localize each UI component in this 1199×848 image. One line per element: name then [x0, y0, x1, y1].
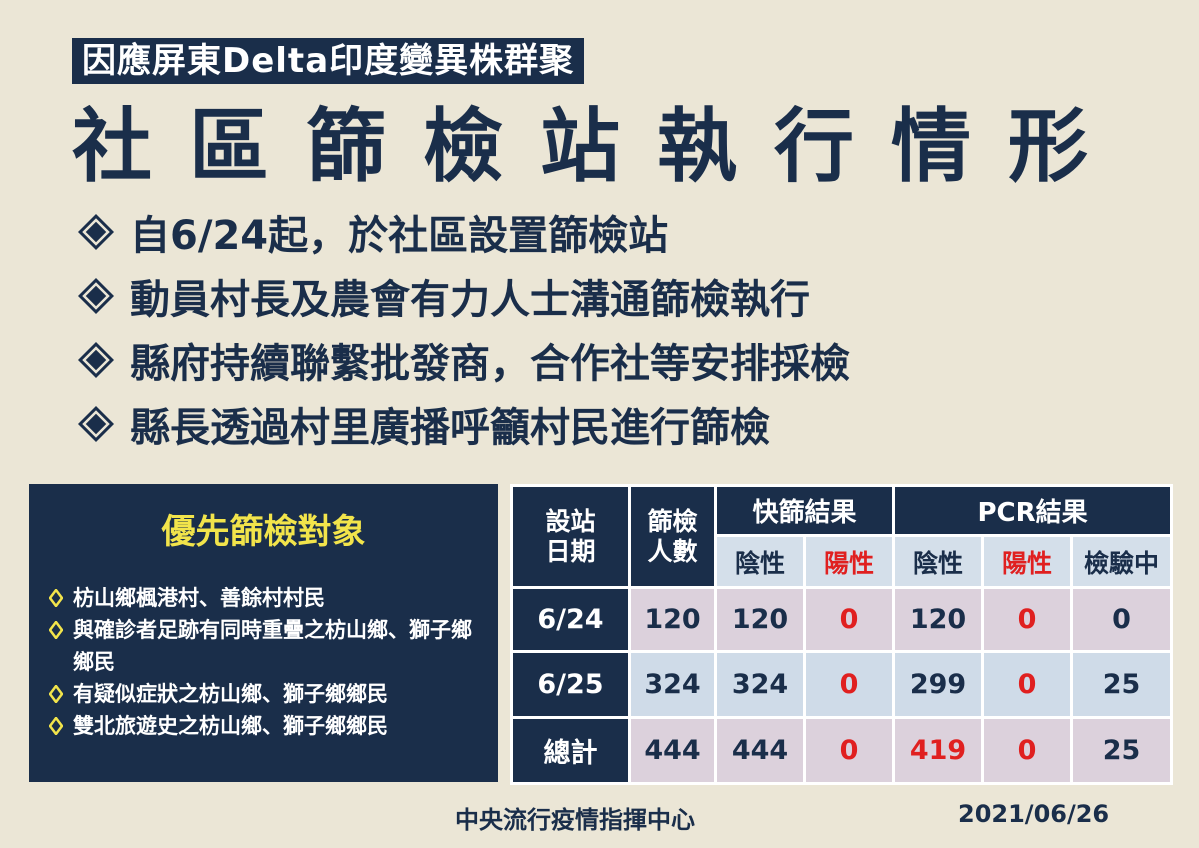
priority-item: 雙北旅遊史之枋山鄉、獅子鄉鄉民 — [49, 710, 489, 742]
header-rapid-positive: 陽性 — [802, 534, 896, 589]
row-pcr-pending: 25 — [1070, 650, 1174, 719]
row-pcr-positive: 0 — [981, 716, 1074, 785]
footer-organization: 中央流行疫情指揮中心 — [455, 806, 695, 834]
row-date: 6/24 — [510, 586, 631, 653]
row-pcr-pending: 0 — [1070, 586, 1174, 653]
priority-item-text: 有疑似症狀之枋山鄉、獅子鄉鄉民 — [73, 682, 388, 706]
bullet-item: 縣府持續聯繫批發商，合作社等安排採檢 — [76, 328, 850, 392]
row-pcr-positive: 0 — [981, 586, 1074, 653]
row-rapid-positive: 0 — [802, 650, 896, 719]
bullet-text: 縣府持續聯繫批發商，合作社等安排採檢 — [130, 341, 850, 387]
diamond-bullet-icon — [78, 406, 114, 442]
header-rapid-negative: 陰性 — [714, 534, 806, 589]
table-row: 6/25 324 324 0 299 0 25 — [510, 650, 1174, 719]
diamond-outline-icon — [49, 589, 63, 607]
bullet-text: 動員村長及農會有力人士溝通篩檢執行 — [130, 277, 810, 323]
priority-item: 與確診者足跡有同時重疊之枋山鄉、獅子鄉鄉民 — [49, 614, 489, 678]
row-pcr-positive: 0 — [981, 650, 1074, 719]
header-date: 設站日期 — [510, 484, 631, 589]
table-row: 6/24 120 120 0 120 0 0 — [510, 586, 1174, 653]
diamond-outline-icon — [49, 717, 63, 735]
bullet-list: 自6/24起，於社區設置篩檢站 動員村長及農會有力人士溝通篩檢執行 縣府持續聯繫… — [76, 200, 850, 456]
diamond-outline-icon — [49, 621, 63, 639]
bullet-item: 自6/24起，於社區設置篩檢站 — [76, 200, 850, 264]
row-rapid-negative: 120 — [714, 586, 806, 653]
row-screened: 324 — [628, 650, 717, 719]
row-rapid-negative: 324 — [714, 650, 806, 719]
priority-item: 有疑似症狀之枋山鄉、獅子鄉鄉民 — [49, 678, 489, 710]
priority-item-text: 雙北旅遊史之枋山鄉、獅子鄉鄉民 — [73, 714, 388, 738]
page-title: 社區篩檢站執行情形 — [72, 100, 1125, 193]
row-rapid-negative: 444 — [714, 716, 806, 785]
row-screened: 444 — [628, 716, 717, 785]
row-pcr-negative: 299 — [892, 650, 985, 719]
priority-item-text: 與確診者足跡有同時重疊之枋山鄉、獅子鄉鄉民 — [73, 618, 472, 674]
row-rapid-positive: 0 — [802, 586, 896, 653]
diamond-outline-icon — [49, 685, 63, 703]
table-row-total: 總計 444 444 0 419 0 25 — [510, 716, 1174, 785]
header-pcr-negative: 陰性 — [892, 534, 985, 589]
diamond-bullet-icon — [78, 214, 114, 250]
priority-panel: 優先篩檢對象 枋山鄉楓港村、善餘村村民 與確診者足跡有同時重疊之枋山鄉、獅子鄉鄉… — [29, 484, 498, 782]
priority-title: 優先篩檢對象 — [161, 512, 366, 552]
row-pcr-negative: 419 — [892, 716, 985, 785]
subtitle-banner: 因應屏東Delta印度變異株群聚 — [72, 38, 585, 84]
screening-results-table: 設站日期 篩檢人數 快篩結果 PCR結果 陰性 陽性 陰性 陽性 檢驗中 6/2… — [510, 484, 1174, 785]
bullet-text: 縣長透過村里廣播呼籲村民進行篩檢 — [130, 405, 770, 451]
header-pcr: PCR結果 — [892, 484, 1174, 537]
row-date: 總計 — [510, 716, 631, 785]
bullet-text: 自6/24起，於社區設置篩檢站 — [130, 213, 669, 259]
row-pcr-pending: 25 — [1070, 716, 1174, 785]
priority-item: 枋山鄉楓港村、善餘村村民 — [49, 582, 489, 614]
header-pcr-pending: 檢驗中 — [1070, 534, 1174, 589]
header-pcr-positive: 陽性 — [981, 534, 1074, 589]
row-date: 6/25 — [510, 650, 631, 719]
header-rapid: 快篩結果 — [713, 484, 896, 537]
bullet-item: 縣長透過村里廣播呼籲村民進行篩檢 — [76, 392, 850, 456]
diamond-bullet-icon — [78, 278, 114, 314]
diamond-bullet-icon — [78, 342, 114, 378]
row-screened: 120 — [628, 586, 717, 653]
priority-item-text: 枋山鄉楓港村、善餘村村民 — [73, 586, 325, 610]
footer-date: 2021/06/26 — [958, 800, 1110, 828]
priority-list: 枋山鄉楓港村、善餘村村民 與確診者足跡有同時重疊之枋山鄉、獅子鄉鄉民 有疑似症狀… — [49, 582, 489, 742]
row-pcr-negative: 120 — [892, 586, 985, 653]
header-screened: 篩檢人數 — [628, 484, 717, 589]
bullet-item: 動員村長及農會有力人士溝通篩檢執行 — [76, 264, 850, 328]
row-rapid-positive: 0 — [802, 716, 896, 785]
